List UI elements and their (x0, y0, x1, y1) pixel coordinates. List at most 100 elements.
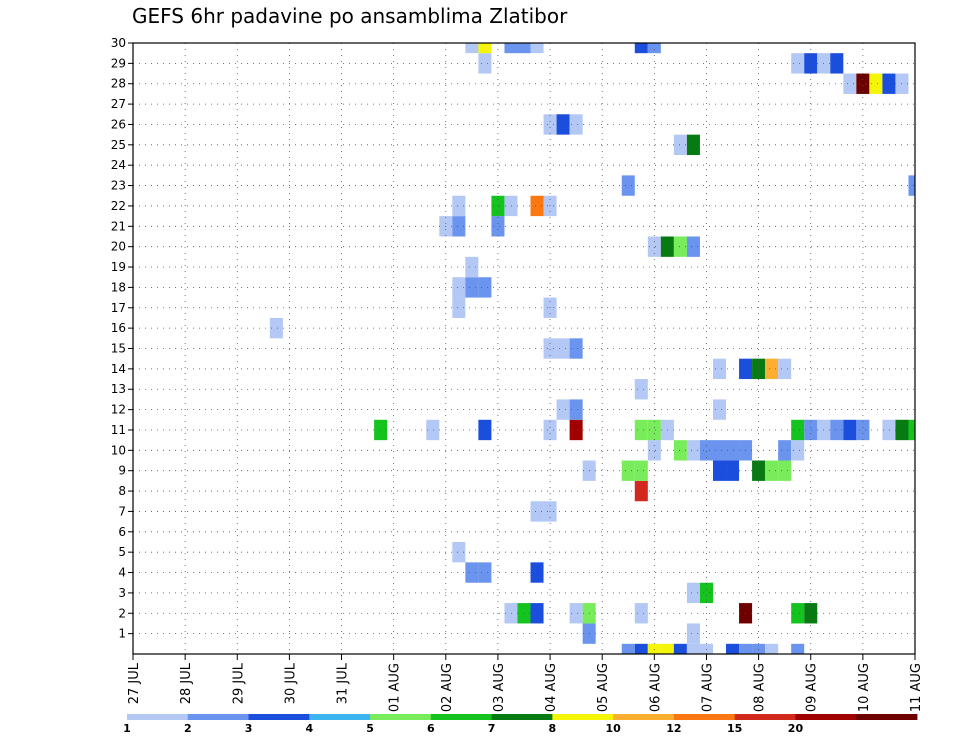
heat-cell (791, 643, 805, 654)
heat-cell (686, 643, 700, 654)
x-tick-label: 02 AUG (440, 663, 455, 712)
heat-cell (752, 643, 766, 654)
y-tick-label: 20 (111, 240, 126, 254)
heat-cell (621, 460, 635, 481)
heat-cell (686, 623, 700, 644)
y-tick-label: 7 (118, 504, 126, 518)
heat-cell (673, 134, 687, 156)
heat-cell (673, 643, 687, 654)
y-tick-label: 26 (111, 117, 126, 131)
heat-cell (778, 440, 792, 461)
heat-cell (504, 603, 518, 624)
heat-cell (504, 195, 518, 217)
heat-cell (726, 643, 740, 654)
heat-cell (621, 643, 635, 654)
y-tick-label: 6 (118, 525, 126, 539)
heat-cell (686, 134, 700, 156)
heat-cell (804, 53, 818, 74)
heat-cell (478, 43, 492, 54)
heat-cell (647, 419, 661, 441)
y-tick-label: 13 (111, 382, 126, 396)
heat-cell (699, 440, 713, 461)
heat-cell (830, 53, 844, 74)
heat-cell (543, 419, 557, 441)
heat-cell (791, 603, 805, 624)
colorbar-label: 15 (727, 722, 742, 735)
x-tick-label: 03 AUG (492, 663, 507, 712)
x-tick-label: 08 AUG (753, 663, 768, 712)
heat-cell (426, 419, 440, 441)
heat-cell (452, 541, 466, 563)
colorbar-label: 20 (788, 722, 804, 735)
heat-cell (478, 53, 492, 74)
heat-cell (673, 440, 687, 461)
y-tick-label: 25 (111, 138, 126, 152)
y-tick-label: 4 (118, 566, 126, 580)
heat-cell (843, 73, 857, 94)
y-tick-label: 1 (118, 627, 126, 641)
heat-cell (778, 358, 792, 380)
heat-cell (712, 440, 727, 461)
heat-cell (765, 643, 779, 654)
x-tick-label: 04 AUG (544, 663, 559, 712)
heat-cell (869, 73, 883, 94)
y-tick-label: 19 (111, 260, 126, 274)
heat-cell (882, 419, 896, 441)
heat-cell (543, 338, 557, 359)
colorbar-label: 3 (245, 722, 253, 735)
heat-cell (530, 501, 544, 522)
heat-cell (647, 643, 661, 654)
y-tick-label: 8 (118, 484, 126, 498)
heat-cell (634, 419, 648, 441)
heat-cell (374, 419, 388, 441)
x-tick-label: 31 JUL (336, 662, 351, 704)
heat-cell (686, 582, 700, 604)
colorbar-swatch (673, 714, 736, 720)
heat-cell (452, 277, 466, 298)
y-tick-label: 2 (118, 606, 126, 620)
heat-cell (791, 53, 805, 74)
y-tick-label: 9 (118, 464, 126, 478)
heat-cell (452, 195, 466, 217)
heat-cell (634, 379, 648, 400)
heat-cell (908, 419, 915, 441)
heat-cell (686, 440, 700, 461)
y-tick-label: 10 (111, 443, 126, 457)
y-tick-label: 28 (111, 77, 126, 91)
heat-cell (856, 419, 870, 441)
heat-cell (791, 419, 805, 441)
heat-cell (908, 175, 915, 196)
heat-cell (765, 358, 779, 380)
colorbar-swatch (187, 714, 249, 720)
y-tick-label: 15 (111, 342, 126, 356)
heat-cell (882, 73, 896, 94)
heat-cell (269, 317, 283, 339)
heat-cell (569, 603, 583, 624)
colorbar-label: 7 (488, 722, 496, 735)
heat-cell (530, 603, 544, 624)
colorbar-label: 8 (549, 722, 557, 735)
y-tick-label: 16 (111, 321, 126, 335)
heat-cell (699, 643, 713, 654)
x-tick-label: 09 AUG (805, 663, 820, 712)
y-tick-label: 14 (111, 362, 126, 376)
heat-cell (830, 419, 844, 441)
heat-cell (712, 399, 727, 420)
chart-title: GEFS 6hr padavine po ansamblima Zlatibor (132, 4, 568, 28)
heat-cell (478, 562, 492, 583)
y-tick-label: 24 (111, 158, 126, 172)
cells-layer (269, 43, 915, 654)
colorbar-label: 1 (123, 722, 131, 735)
colorbar-label: 10 (605, 722, 621, 735)
x-tick-label: 11 AUG (909, 663, 924, 712)
heat-cell (556, 114, 570, 135)
heat-cell (765, 460, 779, 481)
heat-cell (465, 256, 479, 278)
colorbar-label: 12 (666, 722, 681, 735)
heat-cell (712, 460, 727, 481)
heat-cell (673, 236, 687, 257)
x-tick-label: 27 JUL (127, 662, 142, 704)
heat-cell (634, 603, 648, 624)
colorbar-swatch (248, 714, 310, 720)
